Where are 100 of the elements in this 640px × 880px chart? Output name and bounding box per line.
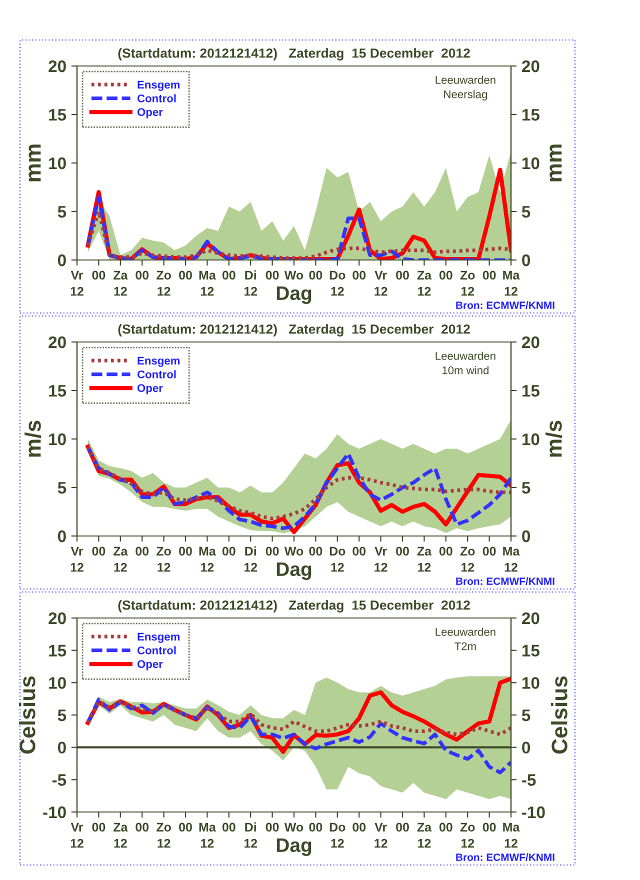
x-tick-label: Zo 12 xyxy=(156,822,171,848)
x-tick-label: 00 xyxy=(179,822,192,832)
x-tick-label: Di 12 xyxy=(244,546,258,572)
x-tick-label: Zo 12 xyxy=(460,822,475,848)
line-series xyxy=(86,700,511,736)
legend-label: Control xyxy=(137,646,176,654)
x-axis-title: Dag xyxy=(276,562,312,580)
x-tick-label: Ma 12 xyxy=(503,822,520,848)
y-tick-label: 0 xyxy=(58,742,66,754)
x-tick-label: Di 12 xyxy=(244,822,258,848)
x-tick-label: Vr 12 xyxy=(374,822,388,848)
y2-tick-label: 20 xyxy=(522,336,540,348)
x-tick-label: Za 12 xyxy=(113,822,128,848)
y-tick-label: 15 xyxy=(49,644,66,657)
chart-title: (Startdatum: 2012121412) Zaterdag 15 December 2012 xyxy=(118,324,470,336)
x-tick-label: Vr 12 xyxy=(374,270,388,296)
x-tick-label: 00 xyxy=(482,270,496,280)
x-tick-label: Ma 12 xyxy=(503,270,520,296)
x-tick-label: Zo 12 xyxy=(156,546,171,572)
x-tick-label: 00 xyxy=(439,270,452,280)
y2-tick-label: 0 xyxy=(522,530,530,542)
x-tick-label: 00 xyxy=(439,546,452,556)
y-axis-title: Celsius xyxy=(19,676,36,754)
y-axis-title: m/s xyxy=(24,420,42,457)
x-tick-label: Vr 12 xyxy=(70,822,84,848)
y-tick-label: 5 xyxy=(58,710,66,722)
legend-label: Oper xyxy=(137,660,163,670)
x-tick-label: 00 xyxy=(309,546,322,556)
x-tick-label: 00 xyxy=(266,270,279,280)
x-tick-label: 00 xyxy=(482,546,496,556)
y2-tick-label: 5 xyxy=(522,482,530,494)
y2-tick-label: 20 xyxy=(522,60,540,72)
y-tick-label: 15 xyxy=(49,385,66,397)
y-tick-label: -10 xyxy=(43,806,66,818)
x-tick-label: Zo 12 xyxy=(156,270,171,296)
x-tick-label: Do 12 xyxy=(330,822,346,848)
x-tick-label: 00 xyxy=(439,822,452,832)
x-tick-label: 00 xyxy=(92,546,106,556)
x-tick-label: 00 xyxy=(352,822,366,832)
x-tick-label: 00 xyxy=(482,822,496,832)
x-tick-label: 00 xyxy=(266,546,279,556)
x-tick-label: 00 xyxy=(136,822,149,832)
y-tick-label: 0 xyxy=(58,530,66,542)
legend-label: Ensgem xyxy=(138,356,180,367)
x-tick-label: Do 12 xyxy=(330,270,346,296)
x-tick-label: Za 12 xyxy=(113,270,128,296)
x-axis-title: Dag xyxy=(276,838,312,856)
y-tick-label: 10 xyxy=(49,157,66,170)
y-tick-label: 10 xyxy=(49,677,66,689)
x-tick-label: 00 xyxy=(352,546,366,556)
y2-tick-label: 20 xyxy=(522,612,540,624)
legend-label: Control xyxy=(137,370,176,378)
line-series xyxy=(86,210,511,260)
y2-tick-label: 5 xyxy=(522,206,530,218)
x-tick-label: Za 12 xyxy=(417,270,432,296)
y2-tick-label: 15 xyxy=(522,109,540,121)
line-series xyxy=(86,195,511,260)
x-tick-label: 00 xyxy=(396,270,409,280)
x-tick-label: 00 xyxy=(266,822,279,832)
annotation: Leeuwarden 10m wind xyxy=(436,352,496,374)
y2-tick-label: 15 xyxy=(522,385,540,397)
y2-tick-label: 0 xyxy=(522,254,530,266)
legend-label: Oper xyxy=(137,384,163,394)
x-tick-label: Di 12 xyxy=(244,270,258,296)
annotation: Leeuwarden T2m xyxy=(436,628,496,650)
legend-label: Ensgem xyxy=(138,80,180,91)
x-tick-label: 00 xyxy=(179,546,192,556)
y2-tick-label: 0 xyxy=(522,742,530,754)
y-tick-label: 5 xyxy=(58,482,66,494)
y2-axis-title: m/s xyxy=(546,420,562,457)
x-tick-label: Ma 12 xyxy=(199,270,216,296)
y2-tick-label: 10 xyxy=(522,433,540,446)
x-tick-label: 00 xyxy=(222,270,236,280)
y-tick-label: 10 xyxy=(49,433,66,446)
text: Bron: ECMWF/KNMI xyxy=(456,301,554,310)
y-tick-label: 20 xyxy=(48,60,66,72)
y2-tick-label: -5 xyxy=(522,774,536,786)
x-tick-label: 00 xyxy=(309,822,322,832)
x-tick-label: Vr 12 xyxy=(374,546,388,572)
chart-title: (Startdatum: 2012121412) Zaterdag 15 December 2012 xyxy=(118,48,470,60)
x-tick-label: Do 12 xyxy=(330,546,346,572)
x-axis-title: Dag xyxy=(276,286,312,304)
x-tick-label: 00 xyxy=(92,822,106,832)
y2-tick-label: 5 xyxy=(522,710,530,722)
legend-label: Control xyxy=(137,94,176,102)
y2-tick-label: 10 xyxy=(522,157,540,170)
x-tick-label: 00 xyxy=(396,546,409,556)
x-tick-label: Ma 12 xyxy=(199,546,216,572)
x-tick-label: 00 xyxy=(309,270,322,280)
x-tick-label: 00 xyxy=(222,822,236,832)
x-tick-label: 00 xyxy=(222,546,236,556)
text: Bron: ECMWF/KNMI xyxy=(456,853,554,862)
annotation: Leeuwarden Neerslag xyxy=(436,76,496,100)
x-tick-label: 00 xyxy=(352,270,366,280)
legend-label: Oper xyxy=(137,108,163,118)
x-tick-label: Zo 12 xyxy=(460,270,475,296)
legend-label: Ensgem xyxy=(138,632,180,643)
y2-tick-label: 15 xyxy=(522,644,540,657)
x-tick-label: Za 12 xyxy=(417,546,432,572)
y2-tick-label: -10 xyxy=(522,806,545,818)
